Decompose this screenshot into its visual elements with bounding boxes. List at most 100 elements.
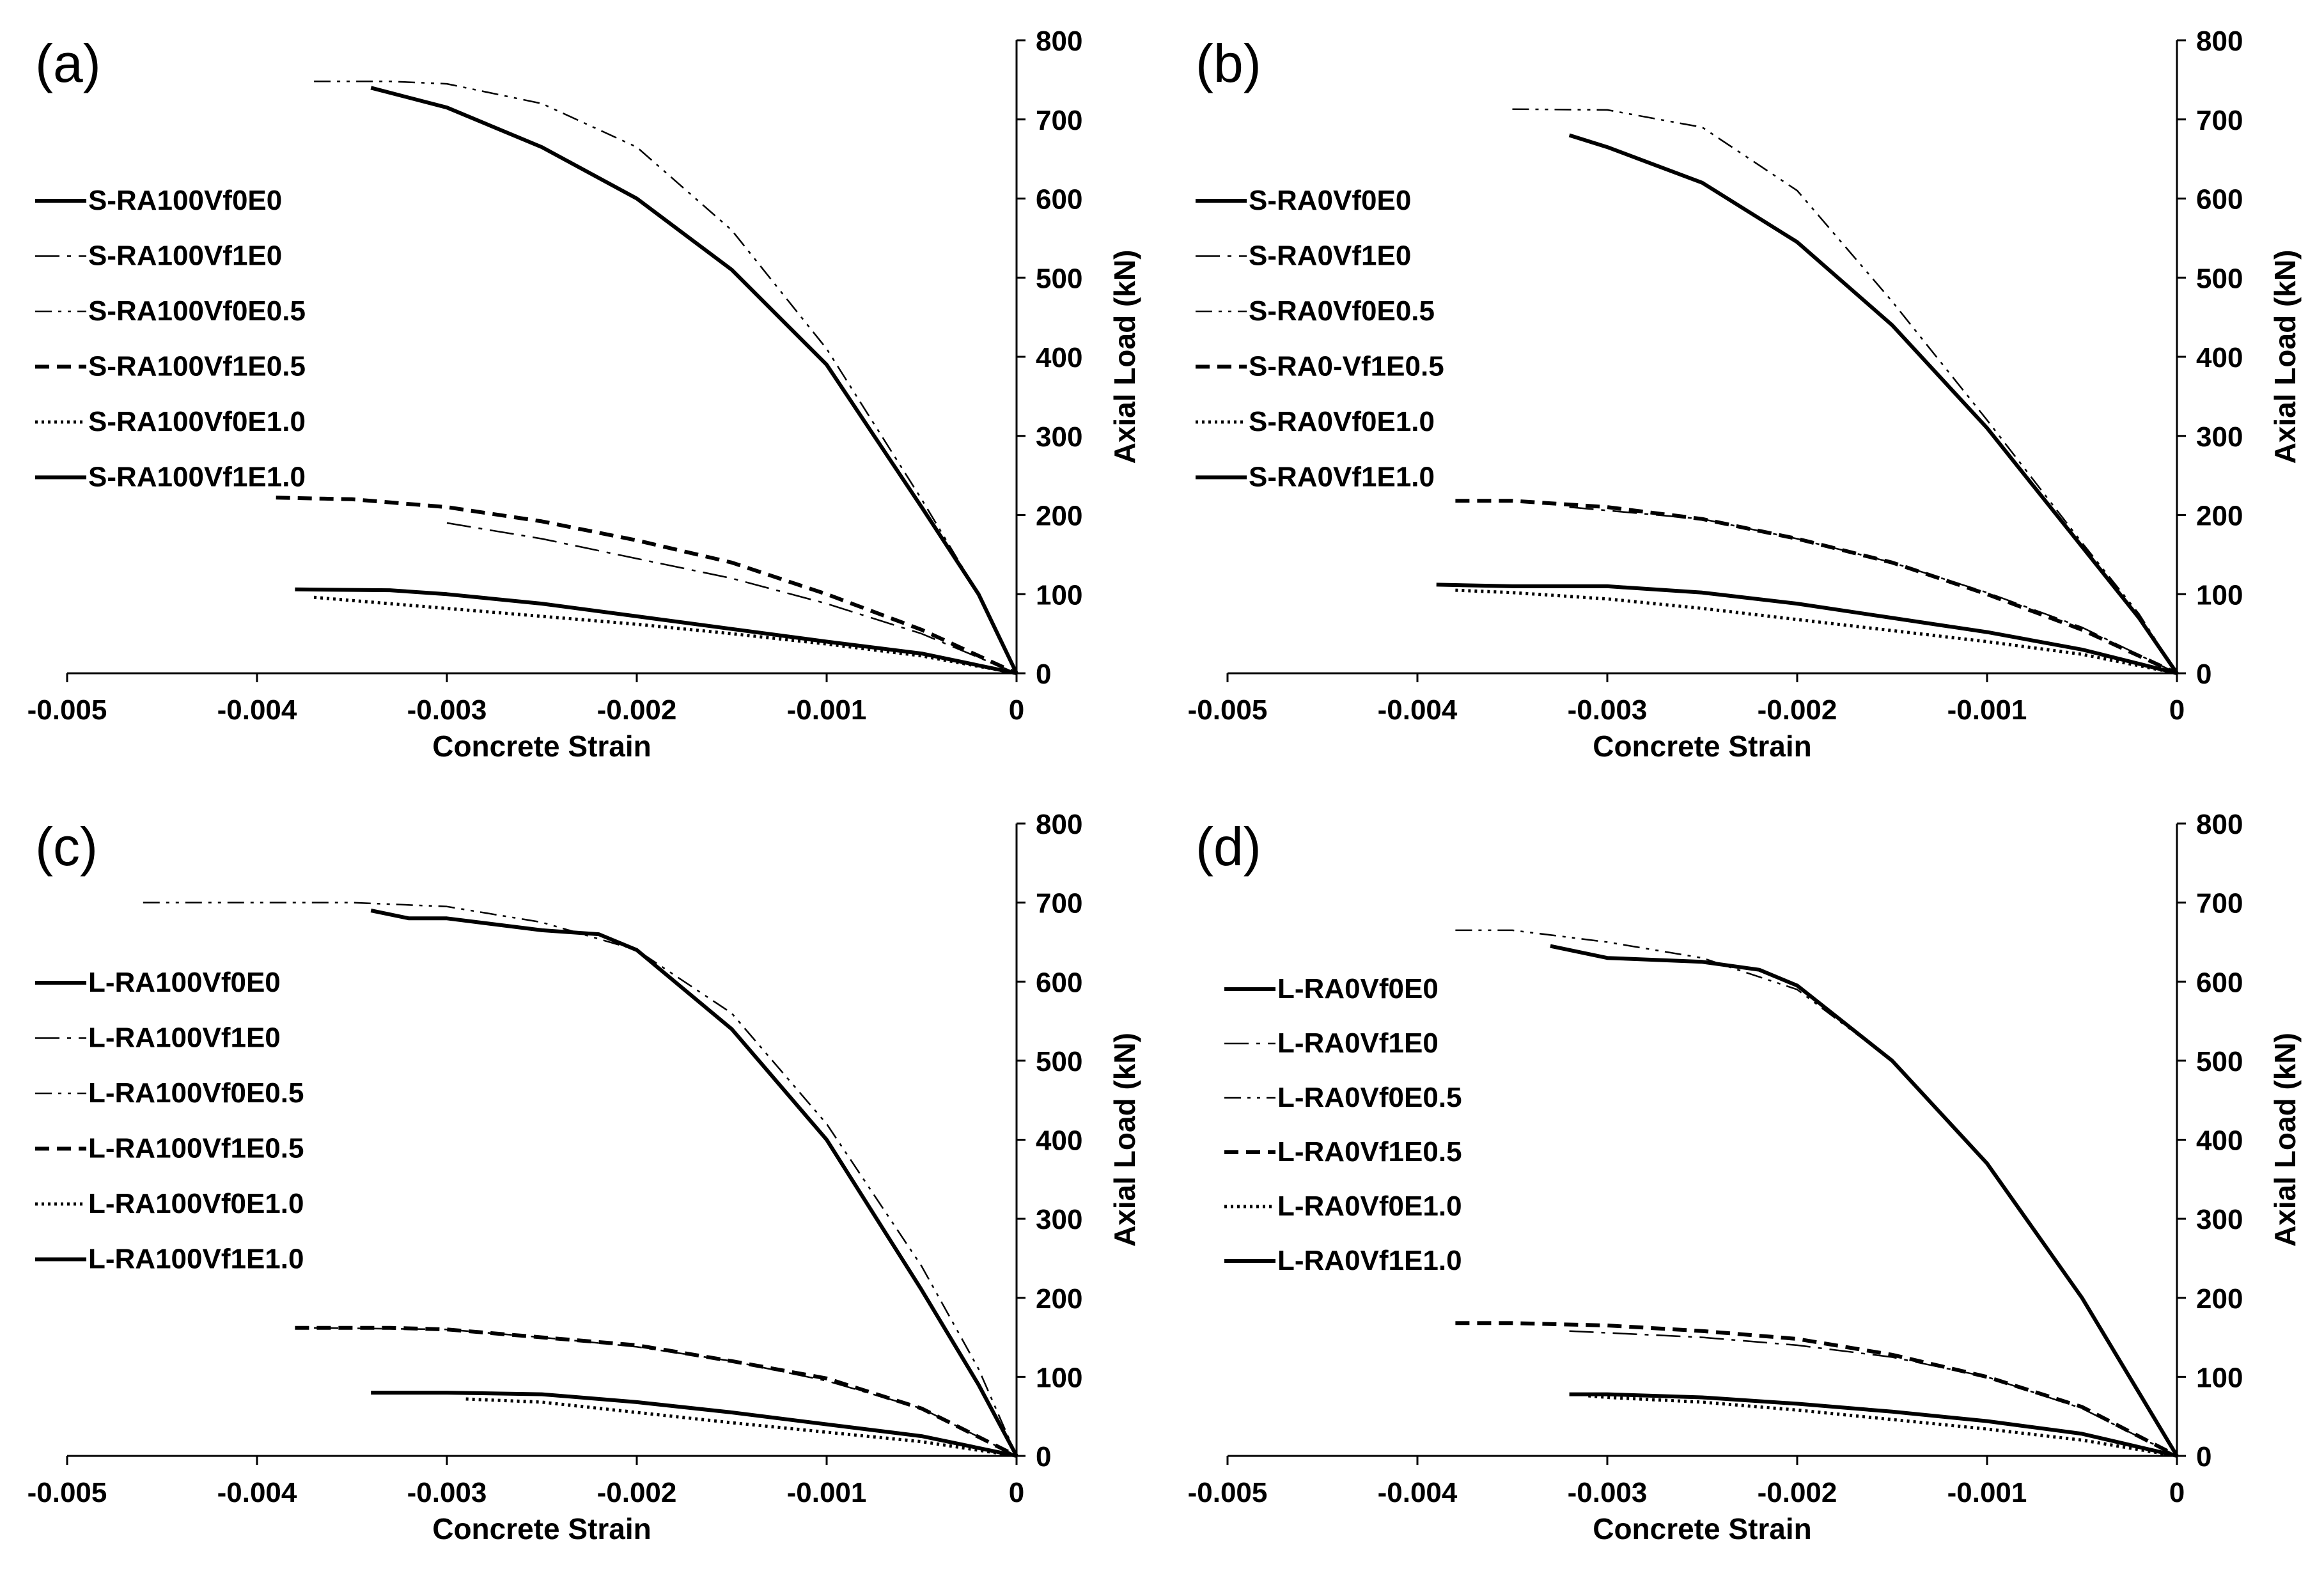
legend-label: L-RA0Vf0E1.0: [1277, 1191, 1462, 1222]
y-tick-label: 800: [1036, 26, 1082, 57]
x-tick-label: -0.001: [787, 694, 867, 726]
series-line-S-RA100Vf0E1.0: [313, 595, 1017, 675]
series-line-S-RA100Vf1E0: [446, 522, 1017, 675]
y-tick-label: 600: [2196, 184, 2243, 215]
legend-label: L-RA0Vf0E0: [1277, 973, 1439, 1004]
legend-label: S-RA0Vf1E0: [1249, 240, 1411, 272]
y-tick-label: 0: [2196, 1441, 2211, 1473]
y-tick-label: 0: [2196, 659, 2211, 690]
y-tick-label: 600: [2196, 967, 2243, 998]
legend-label: L-RA100Vf1E1.0: [88, 1244, 304, 1275]
x-tick-label: -0.004: [1378, 1477, 1458, 1508]
y-axis-title: Axial Load (kN): [2268, 250, 2302, 464]
x-axis-title: Concrete Strain: [1593, 1512, 1812, 1545]
x-tick-label: -0.002: [1758, 1477, 1837, 1508]
y-tick-label: 100: [2196, 1362, 2243, 1393]
x-tick-label: -0.005: [1188, 694, 1268, 726]
legend-label: L-RA0Vf1E1.0: [1277, 1245, 1462, 1276]
x-tick-label: -0.005: [27, 694, 107, 726]
series-line-S-RA100Vf0E0: [370, 86, 1018, 675]
y-tick-label: 300: [1036, 421, 1082, 453]
series-line-S-RA0Vf0E0: [1568, 133, 2179, 675]
series-line-S-RA0Vf0E0.5: [1512, 108, 2178, 674]
y-tick-label: 400: [2196, 342, 2243, 373]
series-line-L-RA0Vf1E1.0: [1569, 1392, 2178, 1458]
panel-label: (c): [35, 817, 98, 877]
x-tick-label: -0.001: [1947, 1477, 2027, 1508]
x-tick-label: -0.003: [1568, 1477, 1648, 1508]
legend-label: S-RA0Vf1E1.0: [1249, 462, 1435, 493]
y-tick-label: 300: [2196, 1204, 2243, 1235]
legend-label: S-RA100Vf1E0: [88, 240, 282, 272]
y-axis-title: Axial Load (kN): [1108, 250, 1141, 464]
legend-label: S-RA100Vf0E1.0: [88, 406, 306, 437]
series-line-L-RA0Vf1E0.5: [1455, 1321, 2178, 1458]
legend-label: L-RA0Vf1E0: [1277, 1028, 1439, 1059]
x-axis-title: Concrete Strain: [432, 730, 651, 763]
y-tick-label: 100: [1036, 579, 1082, 611]
legend-label: S-RA0-Vf1E0.5: [1249, 351, 1444, 382]
panel-a: (a) -0.005 -0.004 -0.003 -0.002 -0.001 00 100 20…: [27, 26, 1141, 763]
y-tick-label: 400: [2196, 1125, 2243, 1157]
y-tick-label: 700: [1036, 888, 1082, 919]
x-tick-label: -0.003: [407, 1477, 487, 1508]
x-tick-label: -0.002: [1758, 694, 1837, 726]
y-tick-label: 0: [1036, 659, 1051, 690]
y-axis-title: Axial Load (kN): [1108, 1033, 1141, 1247]
y-tick-label: 0: [1036, 1441, 1051, 1473]
series-line-S-RA0Vf0E1.0: [1455, 588, 2178, 675]
y-tick-label: 700: [2196, 105, 2243, 136]
x-tick-label: 0: [2169, 694, 2185, 726]
series-line-S-RA0-Vf1E0.5: [1455, 499, 2178, 675]
legend-label: S-RA0Vf0E0: [1249, 185, 1411, 216]
panel-label: (b): [1196, 33, 1261, 93]
x-tick-label: 0: [1009, 694, 1024, 726]
y-tick-label: 400: [1036, 342, 1082, 373]
x-tick-label: -0.002: [597, 694, 677, 726]
series-line-L-RA0Vf1E0: [1569, 1330, 2178, 1457]
panel-label: (a): [35, 33, 101, 93]
series-line-S-RA100Vf1E0.5: [276, 496, 1018, 675]
series-line-L-RA0Vf0E1.0: [1588, 1394, 2178, 1458]
x-tick-label: 0: [2169, 1477, 2185, 1508]
x-axis-title: Concrete Strain: [432, 1512, 651, 1545]
legend-label: S-RA100Vf1E0.5: [88, 351, 306, 382]
legend-label: L-RA100Vf1E0: [88, 1022, 281, 1054]
series-line-S-RA100Vf1E1.0: [295, 587, 1017, 675]
y-tick-label: 500: [1036, 1046, 1082, 1077]
x-tick-label: -0.004: [1378, 694, 1458, 726]
legend-label: S-RA100Vf0E0: [88, 185, 282, 216]
series-line-L-RA0Vf0E0: [1550, 944, 2179, 1457]
x-tick-label: -0.003: [1568, 694, 1648, 726]
y-tick-label: 200: [2196, 1283, 2243, 1315]
legend-label: L-RA100Vf0E0: [88, 967, 281, 998]
x-tick-label: -0.004: [217, 1477, 297, 1508]
y-tick-label: 500: [2196, 1046, 2243, 1077]
y-tick-label: 600: [1036, 184, 1082, 215]
x-tick-label: 0: [1009, 1477, 1024, 1508]
x-tick-label: -0.001: [1947, 694, 2027, 726]
series-line-L-RA0Vf0E0.5: [1455, 929, 2178, 1457]
legend-label: L-RA100Vf0E0.5: [88, 1077, 304, 1109]
x-tick-label: -0.005: [1188, 1477, 1268, 1508]
x-tick-label: -0.001: [787, 1477, 867, 1508]
legend-label: S-RA100Vf0E0.5: [88, 295, 306, 327]
y-tick-label: 300: [1036, 1204, 1082, 1235]
legend-label: S-RA0Vf0E0.5: [1249, 295, 1435, 327]
series-line-L-RA100Vf0E1.0: [465, 1397, 1017, 1458]
y-axis-title: Axial Load (kN): [2268, 1033, 2302, 1247]
y-tick-label: 200: [2196, 501, 2243, 532]
y-tick-label: 100: [1036, 1362, 1082, 1393]
series-line-L-RA100Vf0E0: [370, 909, 1018, 1457]
y-tick-label: 100: [2196, 579, 2243, 611]
y-tick-label: 800: [2196, 26, 2243, 57]
panel-d: (d) -0.005 -0.004 -0.003 -0.002 -0.001 00 100 20…: [1188, 809, 2302, 1545]
series-line-L-RA100Vf1E0.5: [295, 1325, 1018, 1458]
legend-label: S-RA0Vf0E1.0: [1249, 406, 1435, 437]
series-line-S-RA100Vf0E0.5: [314, 81, 1018, 674]
legend-label: L-RA0Vf1E0.5: [1277, 1136, 1462, 1168]
y-tick-label: 200: [1036, 1283, 1082, 1315]
y-tick-label: 800: [2196, 809, 2243, 840]
x-axis-title: Concrete Strain: [1593, 730, 1812, 763]
